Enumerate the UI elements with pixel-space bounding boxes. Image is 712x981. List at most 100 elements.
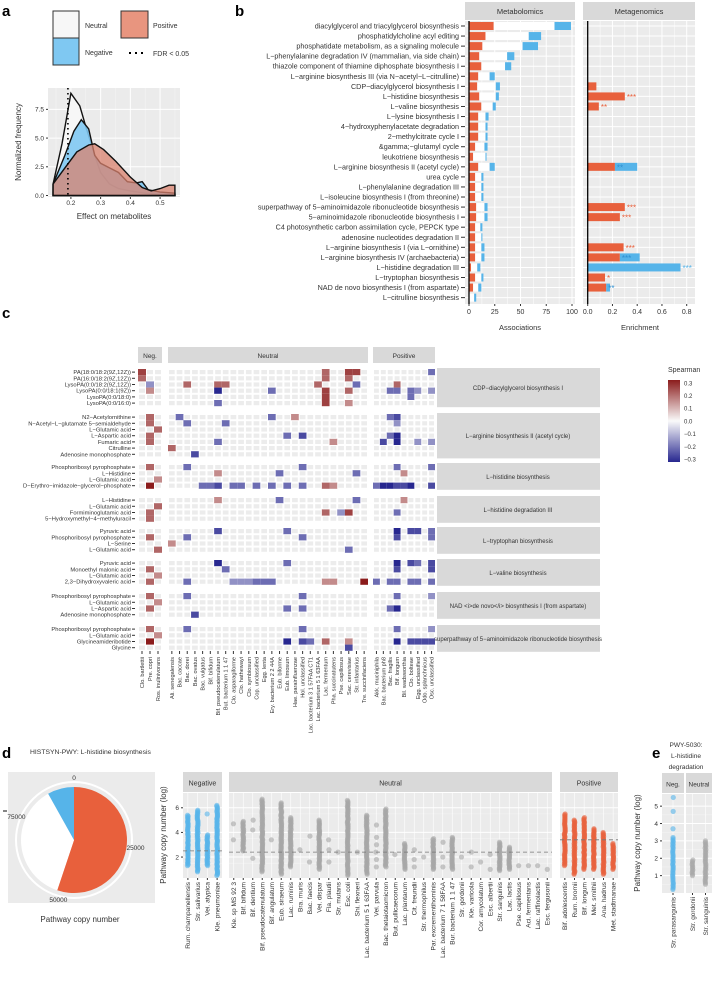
empty-cell [276, 594, 283, 599]
empty-cell [429, 446, 434, 451]
heatmap-cell [283, 638, 292, 645]
empty-cell [207, 645, 214, 650]
empty-cell [422, 483, 428, 488]
empty-cell [292, 510, 298, 515]
empty-cell [307, 446, 314, 451]
empty-cell [192, 594, 198, 599]
empty-cell [222, 388, 229, 393]
pathway-label: diacylglycerol and triacylglycerol biosy… [315, 22, 460, 31]
empty-cell [238, 633, 244, 638]
empty-cell [422, 567, 428, 572]
empty-cell [338, 401, 344, 406]
empty-cell [199, 370, 206, 375]
empty-cell [299, 498, 306, 503]
empty-cell [345, 594, 352, 599]
empty-cell [374, 600, 379, 605]
heatmap-cell [260, 578, 268, 585]
empty-cell [374, 541, 379, 546]
empty-cell [315, 547, 321, 552]
empty-cell [155, 382, 161, 387]
taxon-label: Kle. pneumoniae [214, 882, 221, 932]
empty-cell [401, 370, 407, 375]
colorbar [668, 380, 680, 462]
empty-cell [330, 529, 337, 534]
empty-cell [207, 477, 214, 482]
empty-cell [215, 633, 221, 638]
empty-cell [215, 516, 221, 521]
legend-swatch-negative [52, 37, 80, 66]
empty-cell [361, 612, 367, 617]
data-point [702, 838, 709, 844]
heatmap-cell [393, 432, 401, 439]
empty-cell [199, 541, 206, 546]
heatmap-cell [138, 369, 146, 376]
empty-cell [230, 439, 237, 444]
heatmap-cell [386, 482, 394, 489]
empty-cell [276, 382, 283, 387]
empty-cell [408, 573, 414, 578]
empty-cell [139, 516, 145, 521]
empty-cell [176, 541, 183, 546]
empty-cell [276, 376, 283, 381]
empty-cell [394, 612, 400, 617]
heatmap-cell [329, 438, 338, 445]
empty-cell [169, 483, 175, 488]
taxon-label: Eub. siraeum [279, 882, 286, 921]
empty-cell [176, 594, 183, 599]
bar-neutral [478, 132, 486, 141]
empty-cell [238, 594, 244, 599]
empty-cell [155, 446, 161, 451]
heatmap-cell [146, 420, 154, 427]
empty-cell [315, 594, 321, 599]
empty-cell [361, 639, 367, 644]
empty-cell [292, 561, 298, 566]
empty-cell [415, 376, 421, 381]
bar-positive [469, 122, 479, 131]
empty-cell [380, 510, 386, 515]
heatmap-cell [183, 464, 192, 471]
empty-cell [215, 504, 221, 509]
empty-cell [401, 535, 407, 540]
empty-cell [176, 510, 183, 515]
empty-cell [299, 541, 306, 546]
heatmap-cell [268, 414, 276, 421]
pathway-label: &gamma;−glutamyl cycle [379, 142, 459, 151]
heatmap-cell [138, 375, 146, 382]
empty-cell [338, 645, 344, 650]
empty-cell [245, 504, 252, 509]
empty-cell [299, 394, 306, 399]
empty-cell [353, 446, 360, 451]
empty-cell [222, 401, 229, 406]
empty-cell [222, 439, 229, 444]
empty-cell [429, 427, 434, 432]
empty-cell [415, 504, 421, 509]
empty-cell [387, 645, 393, 650]
empty-cell [374, 388, 379, 393]
empty-cell [387, 452, 393, 457]
empty-cell [380, 561, 386, 566]
empty-cell [199, 382, 206, 387]
empty-cell [401, 541, 407, 546]
empty-cell [176, 535, 183, 540]
empty-cell [299, 477, 306, 482]
empty-cell [415, 452, 421, 457]
heatmap-cell [298, 638, 307, 645]
empty-cell [215, 606, 221, 611]
x-tick-label: 0.8 [682, 309, 692, 316]
empty-cell [299, 471, 306, 476]
empty-cell [345, 567, 352, 572]
taxon-label: Hae. parainfluenzae [293, 657, 299, 707]
bar-neutral [479, 92, 496, 101]
data-point [525, 863, 532, 869]
empty-cell [387, 498, 393, 503]
bar-negative [505, 62, 512, 71]
empty-cell [322, 633, 329, 638]
empty-cell [169, 600, 175, 605]
empty-cell [176, 427, 183, 432]
empty-cell [330, 382, 337, 387]
empty-cell [253, 433, 260, 438]
empty-cell [269, 606, 275, 611]
empty-cell [380, 567, 386, 572]
pathway-label: phosphatidate metabolism, as a signaling… [296, 42, 459, 51]
empty-cell [192, 427, 198, 432]
